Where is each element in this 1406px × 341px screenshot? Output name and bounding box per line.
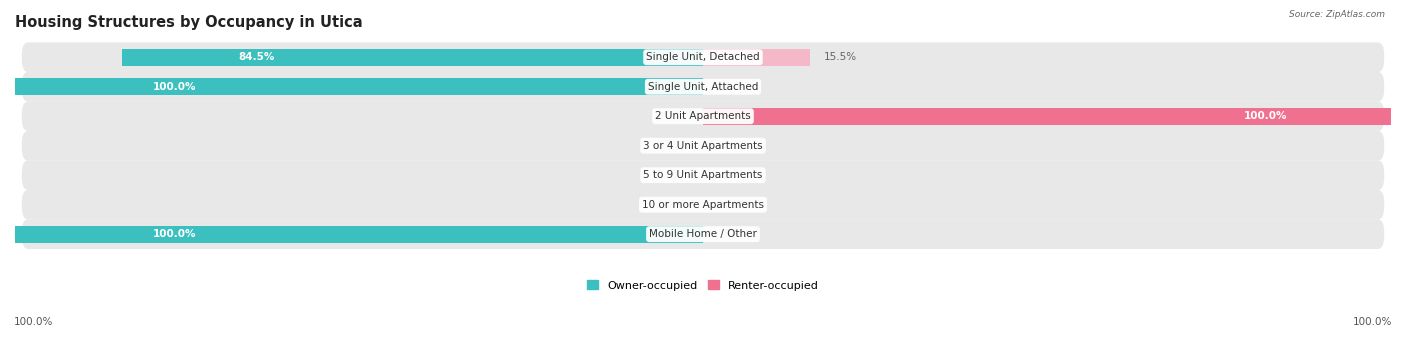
Bar xyxy=(703,49,810,66)
Bar xyxy=(122,49,703,66)
Text: 3 or 4 Unit Apartments: 3 or 4 Unit Apartments xyxy=(643,141,763,151)
FancyBboxPatch shape xyxy=(21,42,1385,72)
Text: 100.0%: 100.0% xyxy=(153,229,195,239)
Text: 2 Unit Apartments: 2 Unit Apartments xyxy=(655,111,751,121)
Text: Single Unit, Attached: Single Unit, Attached xyxy=(648,82,758,92)
Text: 0.0%: 0.0% xyxy=(724,170,749,180)
Text: Mobile Home / Other: Mobile Home / Other xyxy=(650,229,756,239)
Text: 0.0%: 0.0% xyxy=(724,82,749,92)
Text: Single Unit, Detached: Single Unit, Detached xyxy=(647,52,759,62)
Text: 100.0%: 100.0% xyxy=(14,317,53,327)
Text: Housing Structures by Occupancy in Utica: Housing Structures by Occupancy in Utica xyxy=(15,15,363,30)
FancyBboxPatch shape xyxy=(21,131,1385,161)
Text: 0.0%: 0.0% xyxy=(657,111,682,121)
Text: 0.0%: 0.0% xyxy=(657,170,682,180)
Bar xyxy=(703,108,1391,125)
Text: 5 to 9 Unit Apartments: 5 to 9 Unit Apartments xyxy=(644,170,762,180)
FancyBboxPatch shape xyxy=(21,101,1385,131)
Text: Source: ZipAtlas.com: Source: ZipAtlas.com xyxy=(1289,10,1385,19)
Text: 0.0%: 0.0% xyxy=(724,229,749,239)
Text: 84.5%: 84.5% xyxy=(238,52,274,62)
Text: 0.0%: 0.0% xyxy=(724,200,749,210)
Bar xyxy=(15,78,703,95)
FancyBboxPatch shape xyxy=(21,160,1385,190)
Text: 15.5%: 15.5% xyxy=(824,52,856,62)
Text: 0.0%: 0.0% xyxy=(657,141,682,151)
Text: 100.0%: 100.0% xyxy=(1244,111,1288,121)
FancyBboxPatch shape xyxy=(21,219,1385,249)
FancyBboxPatch shape xyxy=(21,190,1385,220)
Legend: Owner-occupied, Renter-occupied: Owner-occupied, Renter-occupied xyxy=(582,276,824,295)
Text: 100.0%: 100.0% xyxy=(1353,317,1392,327)
Text: 100.0%: 100.0% xyxy=(153,82,195,92)
Text: 10 or more Apartments: 10 or more Apartments xyxy=(643,200,763,210)
FancyBboxPatch shape xyxy=(21,72,1385,102)
Text: 0.0%: 0.0% xyxy=(657,200,682,210)
Bar xyxy=(15,226,703,243)
Text: 0.0%: 0.0% xyxy=(724,141,749,151)
